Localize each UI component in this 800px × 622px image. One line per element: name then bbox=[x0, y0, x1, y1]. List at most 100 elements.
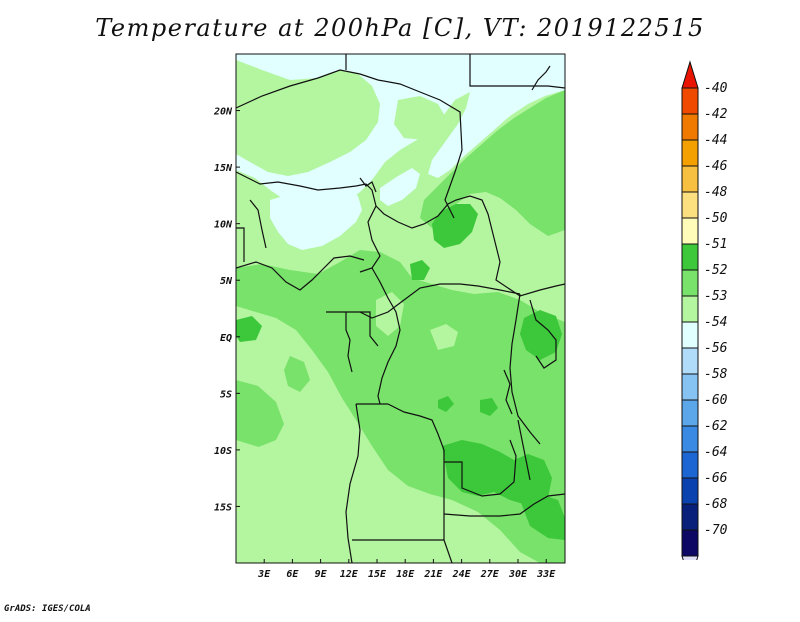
field-region bbox=[236, 316, 262, 342]
colorbar-swatch bbox=[681, 165, 699, 193]
colorbar-label: -50 bbox=[704, 211, 728, 226]
colorbar-label: -62 bbox=[704, 419, 728, 434]
lon-tick-label: 3E bbox=[257, 569, 271, 580]
colorbar-swatch bbox=[681, 139, 699, 167]
colorbar-swatch bbox=[681, 503, 699, 531]
field-region bbox=[480, 398, 498, 416]
colorbar-swatch bbox=[681, 191, 699, 219]
border-line bbox=[249, 199, 267, 249]
colorbar-swatch bbox=[681, 217, 699, 245]
border-line bbox=[443, 493, 565, 517]
colorbar-label: -56 bbox=[704, 341, 728, 356]
colorbar-swatch bbox=[681, 451, 699, 479]
lat-tick-label: 15N bbox=[214, 163, 233, 174]
colorbar-swatch bbox=[681, 399, 699, 427]
field-region bbox=[318, 466, 356, 496]
field-region bbox=[236, 440, 338, 563]
colorbar-label: -66 bbox=[704, 471, 728, 486]
border-line bbox=[326, 311, 379, 347]
lon-tick-label: 9E bbox=[315, 569, 328, 580]
colorbar-label: -60 bbox=[704, 393, 728, 408]
lon-tick-label: 12E bbox=[340, 569, 359, 580]
temperature-field bbox=[236, 54, 565, 563]
field-region bbox=[236, 380, 284, 448]
lon-tick-label: 18E bbox=[396, 569, 415, 580]
colorbar-label: -58 bbox=[704, 367, 728, 382]
lon-tick-label: 33E bbox=[536, 569, 556, 580]
colorbar-label: -52 bbox=[704, 263, 728, 278]
colorbar-label: -70 bbox=[704, 523, 728, 538]
colorbar-svg bbox=[681, 60, 699, 584]
field-region bbox=[500, 232, 540, 270]
colorbar-label: -42 bbox=[704, 107, 728, 122]
lat-tick-label: 20N bbox=[213, 107, 233, 118]
lon-tick-label: 15E bbox=[368, 569, 387, 580]
lat-tick-label: 5N bbox=[220, 276, 233, 287]
lon-tick-label: 6E bbox=[286, 569, 299, 580]
field-region bbox=[438, 396, 454, 412]
colorbar-label: -54 bbox=[704, 315, 728, 330]
colorbar-swatch bbox=[681, 243, 699, 271]
lon-tick-label: 27E bbox=[480, 569, 500, 580]
colorbar-label: -46 bbox=[704, 159, 728, 174]
border-line bbox=[443, 450, 453, 563]
colorbar-swatch bbox=[681, 295, 699, 323]
colorbar-bottom-arrow bbox=[681, 555, 699, 584]
map-frame bbox=[235, 53, 566, 564]
colorbar-label: -53 bbox=[704, 289, 728, 304]
colorbar-label: -48 bbox=[704, 185, 728, 200]
field-region bbox=[380, 168, 420, 206]
field-region bbox=[430, 324, 458, 350]
lat-tick-label: 5S bbox=[220, 389, 232, 400]
colorbar-label: -40 bbox=[704, 81, 728, 96]
border-line bbox=[517, 419, 531, 481]
border-line bbox=[345, 312, 353, 373]
border-line bbox=[345, 403, 361, 563]
border-line bbox=[359, 177, 377, 193]
border-line bbox=[444, 439, 517, 497]
border-line bbox=[387, 403, 445, 451]
lon-tick-label: 21E bbox=[423, 569, 443, 580]
colorbar-swatch bbox=[681, 87, 699, 115]
border-line bbox=[236, 255, 365, 291]
lat-tick-label: 15S bbox=[214, 502, 232, 513]
credit-text: GrADS: IGES/COLA bbox=[4, 604, 91, 614]
colorbar-top-arrow bbox=[681, 60, 699, 89]
border-line bbox=[236, 227, 245, 262]
colorbar-label: -51 bbox=[704, 237, 728, 252]
field-region bbox=[376, 292, 404, 336]
colorbar-swatch bbox=[681, 113, 699, 141]
field-region bbox=[394, 96, 446, 140]
country-borders bbox=[236, 54, 565, 563]
colorbar-swatch bbox=[681, 373, 699, 401]
field-region bbox=[236, 60, 380, 176]
border-line bbox=[375, 195, 565, 297]
lon-tick-label: 30E bbox=[508, 569, 528, 580]
colorbar-swatch bbox=[681, 425, 699, 453]
lat-tick-label: 10N bbox=[214, 220, 233, 231]
field-region bbox=[442, 440, 552, 506]
colorbar: -40 -42 -44 -46 -48 -50 -51 -52 -53 -54 -56 -58 -60 -… bbox=[670, 60, 790, 584]
lat-tick-label: 10S bbox=[214, 446, 232, 457]
border-line bbox=[503, 369, 513, 415]
colorbar-swatch bbox=[681, 269, 699, 297]
field-region bbox=[284, 356, 310, 392]
border-line bbox=[371, 267, 401, 405]
colorbar-swatch bbox=[681, 529, 699, 557]
border-line bbox=[236, 171, 381, 273]
border-line bbox=[529, 299, 557, 369]
border-line bbox=[531, 65, 551, 91]
colorbar-swatch bbox=[681, 347, 699, 375]
axis-ticks: 3E 6E 9E 12E 15E 18E 21E 24E 27E 30E 33E 20N 15N 10N 5… bbox=[213, 107, 556, 580]
chart-title: Temperature at 200hPa [C], VT: 201912251… bbox=[95, 14, 705, 42]
border-line bbox=[469, 54, 565, 89]
colorbar-label: -64 bbox=[704, 445, 728, 460]
colorbar-swatch bbox=[681, 477, 699, 505]
field-region bbox=[432, 204, 478, 248]
field-region bbox=[520, 376, 565, 450]
lon-tick-label: 24E bbox=[452, 569, 472, 580]
border-line bbox=[509, 293, 541, 445]
lat-tick-label: EQ bbox=[220, 333, 232, 344]
